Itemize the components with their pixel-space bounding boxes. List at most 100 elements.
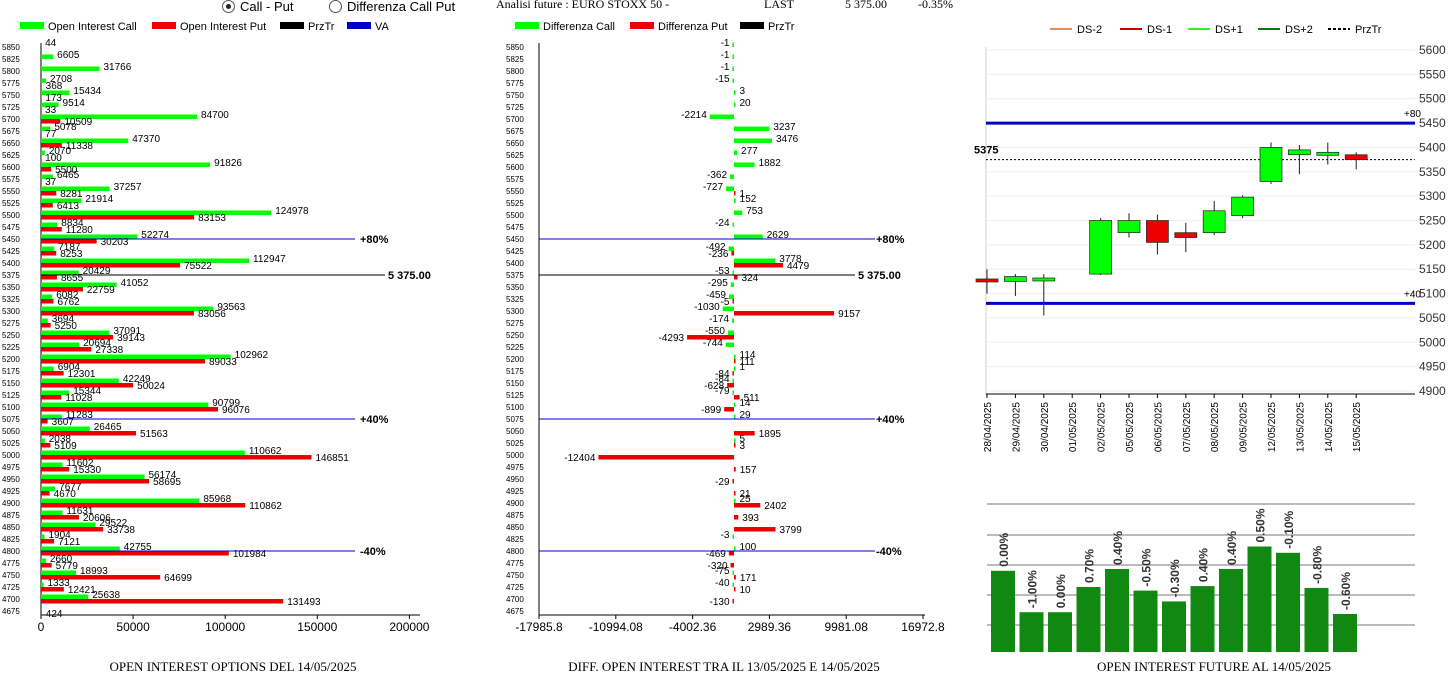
radio-differenza[interactable]: Differenza Call Put (329, 0, 455, 14)
strike-label: 5000 (506, 451, 524, 460)
call-diff-bar (734, 402, 736, 407)
strike-label: 5300 (506, 307, 524, 316)
put-diff-value: 9157 (838, 309, 861, 320)
future-value-label: 0.70% (1083, 549, 1097, 583)
put-bar (41, 599, 284, 604)
strike-label: 5025 (2, 439, 20, 448)
put-value-label: 39143 (117, 333, 145, 344)
call-value-label: 2708 (50, 74, 73, 85)
put-diff-value: 324 (742, 273, 759, 284)
call-diff-value: -53 (715, 266, 730, 277)
put-diff-value: -130 (709, 597, 729, 608)
put-bar (41, 347, 92, 352)
strike-label: 5700 (2, 115, 20, 124)
put-bar (41, 311, 194, 316)
x-tick-label: 14/05/2025 (1324, 402, 1335, 452)
call-diff-bar (728, 294, 734, 299)
call-diff-bar (734, 102, 736, 107)
candle-body (975, 278, 999, 283)
strike-label: 5525 (506, 199, 524, 208)
strike-label: 4750 (2, 571, 20, 580)
y-tick-label: 5350 (1419, 165, 1446, 179)
call-diff-value: 2629 (767, 230, 790, 241)
put-diff-value: 511 (744, 393, 760, 404)
strike-label: 4950 (2, 475, 20, 484)
put-value-label: 10509 (64, 117, 92, 128)
call-bar (41, 294, 53, 299)
strike-label: 4775 (506, 559, 524, 568)
future-bar (1276, 552, 1300, 652)
put-diff-bar (734, 359, 736, 364)
candle-body (1089, 220, 1112, 275)
put-diff-bar (734, 515, 739, 520)
call-value-label: 8834 (61, 218, 84, 229)
call-value-label: 11631 (66, 506, 94, 517)
call-diff-value: -550 (705, 326, 725, 337)
future-bar (1133, 590, 1158, 652)
put-diff-bar (727, 383, 734, 388)
put-value-label: 5779 (56, 561, 79, 572)
put-bar (41, 227, 62, 232)
call-diff-value: -744 (703, 338, 723, 349)
put-diff-value: -469 (706, 549, 726, 560)
call-value-label: 6605 (57, 50, 80, 61)
call-bar (41, 438, 45, 443)
put-value-label: 64699 (164, 573, 192, 584)
call-value-label: 42755 (124, 542, 152, 553)
call-diff-value: 25 (740, 494, 752, 505)
strike-label: 5650 (2, 139, 20, 148)
call-value-label: 1333 (47, 578, 70, 589)
put-diff-bar (734, 575, 736, 580)
call-diff-value: 753 (746, 206, 763, 217)
strike-label: 4750 (506, 571, 524, 580)
call-diff-value: 114 (740, 350, 756, 361)
call-diff-bar (732, 318, 734, 323)
candle-body (1259, 147, 1283, 182)
put-bar (41, 587, 64, 592)
strike-label: 4725 (2, 583, 20, 592)
radio-call-put[interactable]: Call - Put (222, 0, 293, 14)
put-diff-bar (732, 299, 734, 304)
call-diff-bar (734, 438, 736, 443)
put-value-label: 368 (46, 81, 63, 92)
legend-label: DS-1 (1147, 24, 1172, 36)
strike-label: 4700 (506, 595, 524, 604)
strike-label: 5075 (2, 415, 20, 424)
strike-label: 4875 (2, 511, 20, 520)
chart-title: DIFF. OPEN INTEREST TRA IL 13/05/2025 E … (568, 659, 879, 674)
call-value-label: 110662 (249, 446, 282, 457)
put-value-label: 11338 (66, 141, 94, 152)
put-value-label: 83056 (198, 309, 226, 320)
call-diff-bar (734, 414, 736, 419)
call-diff-bar (725, 342, 734, 347)
put-bar (41, 383, 134, 388)
future-bar (1076, 587, 1101, 652)
x-tick-label: 08/05/2025 (1210, 402, 1221, 452)
put-value-label: 101984 (233, 549, 267, 560)
call-value-label: 42249 (123, 374, 151, 385)
x-tick-label: 09/05/2025 (1239, 402, 1250, 452)
future-bar (991, 570, 1015, 652)
strike-label: 5375 (2, 271, 20, 280)
put-bar (41, 395, 62, 400)
call-diff-bar (730, 282, 734, 287)
put-value-label: 12421 (68, 585, 96, 596)
level-label: +80% (876, 234, 905, 246)
future-bar (1105, 569, 1129, 652)
call-value-label: 56174 (148, 470, 176, 481)
call-diff-bar (732, 570, 734, 575)
call-value-label: 18993 (80, 566, 108, 577)
call-bar (41, 222, 58, 227)
strike-label: 5175 (2, 367, 20, 376)
y-tick-label: 5550 (1419, 67, 1446, 81)
call-bar (41, 522, 96, 527)
candle-body (1231, 196, 1254, 216)
legend-swatch (515, 22, 539, 29)
strike-label: 4925 (2, 487, 20, 496)
call-bar (41, 558, 46, 563)
put-value-label: 22759 (87, 285, 115, 296)
put-bar (41, 431, 136, 436)
strike-label: 5400 (2, 259, 20, 268)
call-diff-bar (734, 546, 736, 551)
call-diff-bar (732, 66, 734, 71)
